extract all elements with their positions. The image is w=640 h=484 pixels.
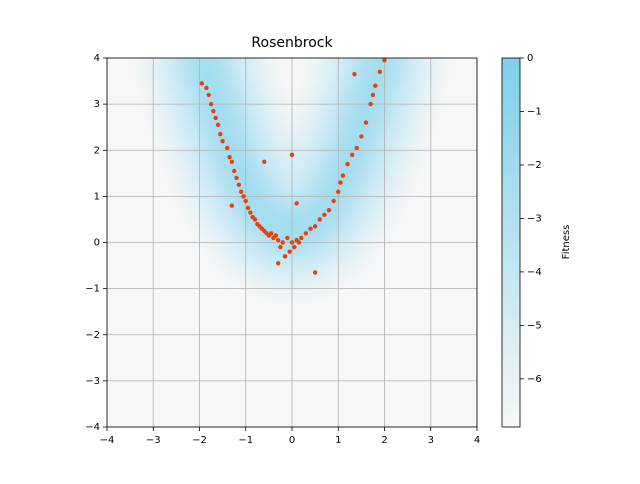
point: [296, 240, 302, 245]
point: [303, 231, 309, 236]
point: [345, 161, 350, 167]
point: [354, 145, 359, 151]
point: [338, 180, 343, 185]
colorbar: [501, 57, 521, 428]
x-tick-label: 4: [474, 435, 480, 446]
y-tick-label: −4: [85, 422, 100, 433]
point: [292, 244, 297, 250]
point: [368, 101, 373, 107]
x-tick-label: −3: [146, 435, 161, 446]
point: [359, 134, 364, 139]
y-tick-label: 0: [94, 238, 100, 249]
point: [268, 231, 274, 236]
point: [204, 85, 209, 91]
chart-title: Rosenbrock: [251, 35, 333, 51]
point: [294, 201, 299, 206]
colorbar-tick-label: −3: [527, 213, 542, 224]
point: [340, 173, 346, 178]
x-tick-label: 0: [289, 435, 295, 446]
point: [280, 240, 285, 245]
point: [208, 101, 214, 107]
x-tick-label: 3: [428, 435, 434, 446]
point: [285, 235, 290, 241]
x-tick-label: −2: [192, 435, 207, 446]
point: [241, 194, 246, 199]
point: [282, 254, 288, 259]
point: [275, 261, 281, 266]
y-tick-label: 4: [94, 53, 100, 64]
y-tick-label: 3: [94, 99, 100, 110]
point: [278, 244, 283, 250]
y-tick-label: 2: [94, 145, 100, 156]
colorbar-label: Fitness: [561, 225, 572, 260]
point: [312, 224, 318, 229]
point: [331, 198, 336, 204]
point: [211, 108, 216, 114]
y-tick-label: −2: [85, 330, 100, 341]
point: [227, 154, 232, 160]
x-tick-label: −1: [238, 435, 253, 446]
point: [275, 237, 281, 243]
colorbar-tick-label: −1: [527, 106, 542, 117]
point: [377, 69, 383, 75]
point: [352, 71, 357, 77]
point: [231, 168, 237, 174]
y-tick-label: −1: [85, 284, 100, 295]
point: [336, 189, 341, 194]
point: [213, 115, 218, 121]
point: [273, 233, 279, 238]
point: [243, 198, 248, 204]
point: [215, 122, 221, 128]
point: [199, 81, 205, 86]
x-tick-label: 2: [381, 435, 387, 446]
point: [287, 249, 292, 254]
colorbar-tick-label: −4: [527, 267, 542, 278]
point: [248, 210, 253, 215]
point: [308, 226, 313, 231]
colorbar-tick-label: −6: [527, 374, 542, 385]
point: [252, 217, 258, 222]
colorbar-tick-label: −5: [527, 320, 542, 331]
point: [218, 131, 223, 137]
point: [229, 159, 235, 164]
point: [262, 159, 267, 164]
point: [299, 235, 304, 241]
point: [289, 240, 295, 245]
point: [236, 182, 242, 188]
point: [206, 92, 211, 98]
colorbar-tick-label: 0: [527, 53, 533, 64]
point: [225, 145, 230, 151]
point: [326, 208, 332, 213]
point: [229, 203, 235, 208]
y-tick-label: 1: [94, 191, 100, 202]
y-tick-label: −3: [85, 376, 100, 387]
point: [382, 58, 387, 63]
point: [289, 152, 295, 158]
point: [220, 138, 225, 144]
point: [322, 212, 327, 218]
point: [238, 189, 244, 194]
x-tick-label: 1: [335, 435, 341, 446]
colorbar-tick-label: −2: [527, 160, 542, 171]
point: [245, 205, 251, 211]
x-tick-label: −4: [100, 435, 115, 446]
point: [317, 217, 322, 222]
point: [373, 83, 378, 88]
point: [349, 152, 355, 158]
point: [312, 270, 318, 275]
point: [234, 175, 239, 181]
point: [363, 120, 369, 125]
point: [370, 92, 376, 98]
